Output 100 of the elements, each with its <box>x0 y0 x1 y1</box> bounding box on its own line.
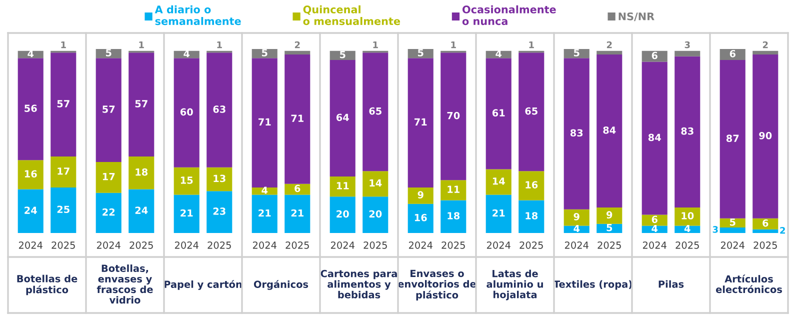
data-label: 4 <box>496 50 502 58</box>
x-tick-label: 2024 <box>96 242 120 249</box>
bar <box>128 189 154 233</box>
bar <box>440 52 466 180</box>
text: Pilas <box>658 280 684 288</box>
bar <box>564 226 590 233</box>
bar <box>674 50 700 56</box>
x-tick-label: 2024 <box>252 242 276 249</box>
data-label: 6 <box>652 52 658 60</box>
data-label: 6 <box>294 184 300 192</box>
bar <box>284 194 310 233</box>
data-label: 14 <box>492 178 505 185</box>
x-tick-label: 2024 <box>174 242 198 249</box>
bar <box>408 187 434 204</box>
text: Orgánicos <box>254 280 308 290</box>
data-label: 24 <box>135 206 148 214</box>
data-label: 5 <box>606 224 612 232</box>
bar <box>96 58 122 162</box>
data-label: 4 <box>684 224 690 232</box>
data-label: 5 <box>262 49 268 56</box>
x-tick-label: 2024 <box>408 242 432 249</box>
bar <box>408 204 434 233</box>
data-label: 83 <box>570 129 583 137</box>
x-tick-label: 2025 <box>364 242 387 249</box>
text: Textiles (ropa) <box>553 280 632 290</box>
bar <box>486 194 512 233</box>
data-label: 21 <box>291 209 304 217</box>
data-label: 4 <box>652 224 658 232</box>
data-label: 11 <box>336 182 349 190</box>
data-label: 20 <box>369 210 382 218</box>
data-label: 21 <box>258 209 271 217</box>
data-label: 15 <box>180 176 193 184</box>
data-label: 22 <box>102 208 115 216</box>
data-label: 5 <box>574 49 580 56</box>
data-label: 57 <box>102 106 115 113</box>
bar <box>50 52 76 156</box>
bar <box>18 58 44 160</box>
bar <box>50 156 76 188</box>
data-label: 4 <box>262 186 268 194</box>
data-label: 17 <box>58 168 70 175</box>
data-label: 11 <box>448 186 460 193</box>
data-label: 65 <box>525 107 538 115</box>
bar <box>50 187 76 233</box>
data-label: 14 <box>370 179 382 187</box>
bar <box>720 228 746 233</box>
legend-label: A diario o semanalmente <box>154 5 241 26</box>
data-label: 2 <box>780 226 785 234</box>
bar <box>174 167 200 195</box>
data-label: 6 <box>762 219 768 227</box>
text: Botellas, envases y frascos de vidrio <box>96 264 153 304</box>
data-label: 9 <box>418 191 424 198</box>
x-tick-label: 2025 <box>598 242 621 249</box>
x-tick-label: 2025 <box>208 242 231 249</box>
x-tick-label: 2025 <box>130 242 153 249</box>
data-label: 4 <box>28 50 34 58</box>
bar <box>362 52 388 172</box>
data-label: 4 <box>574 224 580 232</box>
bar <box>18 189 44 233</box>
bar <box>440 180 466 200</box>
bar <box>408 58 434 188</box>
bar <box>518 52 544 172</box>
data-label: 84 <box>648 134 661 142</box>
bar <box>284 50 310 54</box>
bar <box>752 218 778 230</box>
data-label: 1 <box>139 41 144 48</box>
data-label: 5 <box>340 51 346 58</box>
x-tick-label: 2024 <box>486 242 510 249</box>
data-label: 9 <box>574 212 580 220</box>
data-label: 21 <box>492 209 505 217</box>
x-tick-label: 2025 <box>286 242 309 249</box>
x-tick-label: 2024 <box>720 242 744 249</box>
data-label: 1 <box>529 41 534 48</box>
text: Cartones para alimentos y bebidas <box>320 270 397 298</box>
data-label: 16 <box>414 214 427 222</box>
bar <box>206 191 232 233</box>
data-label: 84 <box>603 126 616 134</box>
x-tick-label: 2024 <box>330 242 354 249</box>
bar <box>252 58 278 188</box>
bar <box>486 58 512 170</box>
data-label: 16 <box>24 170 37 178</box>
bar <box>752 50 778 54</box>
data-label: 57 <box>135 100 148 108</box>
data-label: 90 <box>759 132 772 140</box>
data-label: 1 <box>373 41 378 48</box>
data-label: 17 <box>102 173 115 180</box>
data-label: 6 <box>730 50 736 58</box>
x-tick-label: 2025 <box>52 242 75 249</box>
data-label: 18 <box>136 168 148 176</box>
data-label: 60 <box>180 108 193 116</box>
bar <box>362 171 388 197</box>
data-label: 1 <box>217 41 222 48</box>
bar <box>128 52 154 156</box>
data-label: 2 <box>606 41 612 48</box>
data-label: 61 <box>492 109 505 117</box>
bar <box>518 171 544 200</box>
data-label: 16 <box>526 181 538 188</box>
data-label: 64 <box>336 114 349 122</box>
text: Botellas de plástico <box>17 274 78 296</box>
data-label: 23 <box>213 208 226 215</box>
x-tick-label: 2025 <box>520 242 543 249</box>
